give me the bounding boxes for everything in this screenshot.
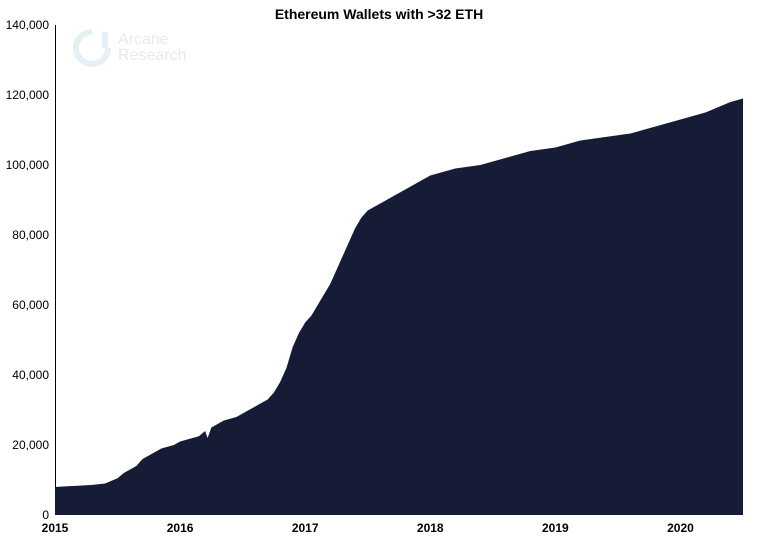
- x-tick-label: 2016: [167, 521, 194, 535]
- y-tick-label: 100,000: [6, 158, 49, 172]
- x-tick-label: 2015: [42, 521, 69, 535]
- x-tick-label: 2019: [542, 521, 569, 535]
- x-tick-label: 2017: [292, 521, 319, 535]
- plot-area: 020,00040,00060,00080,000100,000120,0001…: [55, 25, 743, 515]
- y-tick-label: 80,000: [12, 228, 49, 242]
- x-tick-label: 2020: [667, 521, 694, 535]
- chart-container: Ethereum Wallets with >32 ETH Arcane Res…: [0, 0, 758, 550]
- y-tick-label: 60,000: [12, 298, 49, 312]
- area-fill: [55, 99, 743, 516]
- y-tick-label: 140,000: [6, 18, 49, 32]
- chart-title: Ethereum Wallets with >32 ETH: [0, 6, 758, 22]
- x-tick-label: 2018: [417, 521, 444, 535]
- y-tick-label: 0: [42, 508, 49, 522]
- y-tick-label: 40,000: [12, 368, 49, 382]
- area-series: [55, 25, 743, 515]
- y-tick-label: 20,000: [12, 438, 49, 452]
- y-tick-label: 120,000: [6, 88, 49, 102]
